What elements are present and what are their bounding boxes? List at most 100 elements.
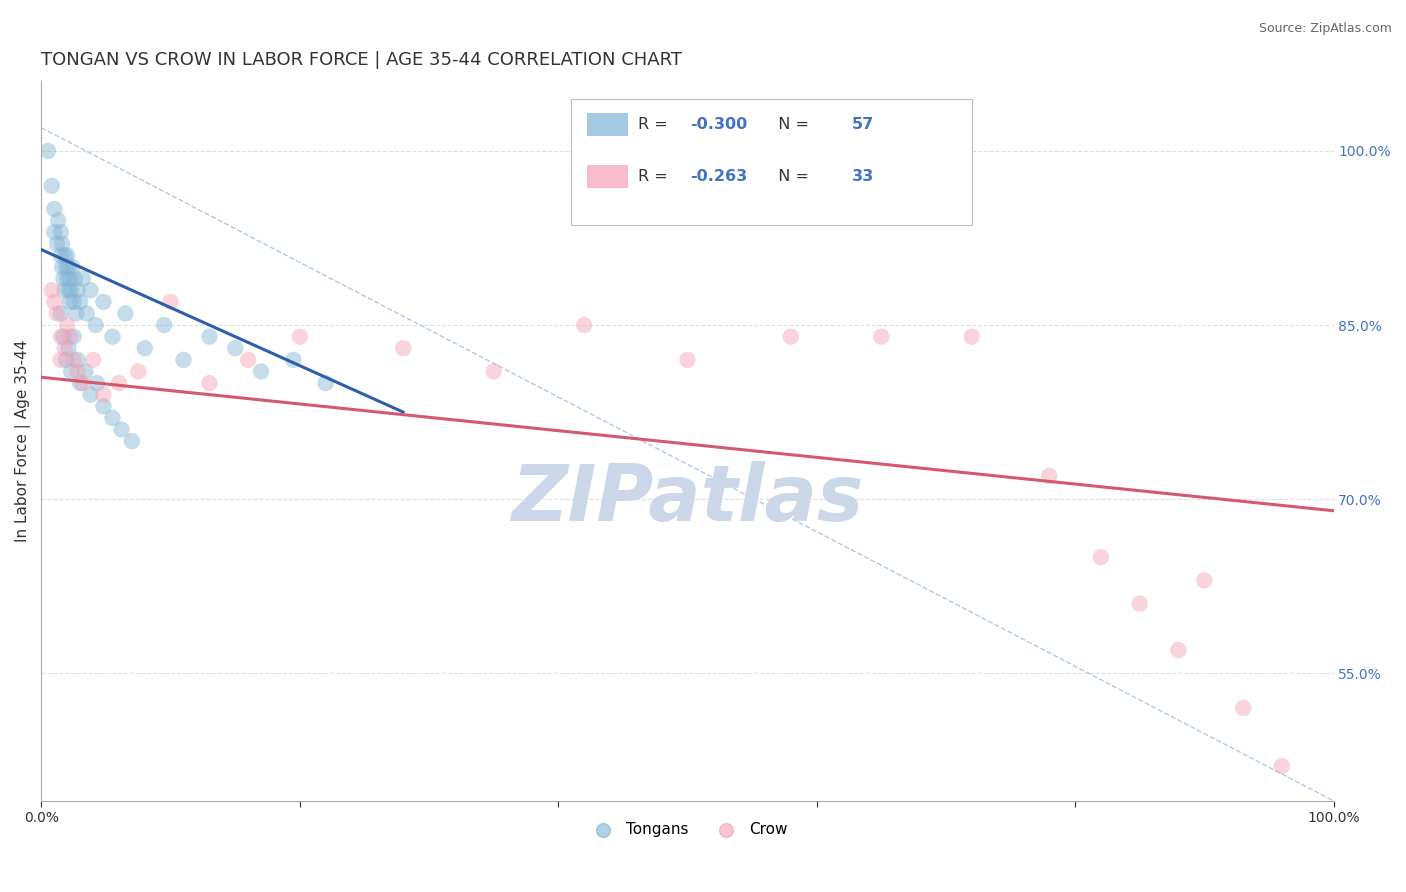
Point [66, 364, 89, 378]
Point [1167, 643, 1189, 657]
FancyBboxPatch shape [586, 165, 628, 188]
FancyBboxPatch shape [571, 99, 972, 225]
Point [392, 341, 415, 355]
Point [49, 225, 72, 239]
Point [46, 213, 69, 227]
Point [55, 260, 77, 274]
Point [779, 329, 801, 343]
Y-axis label: In Labor Force | Age 35-44: In Labor Force | Age 35-44 [15, 340, 31, 542]
Point [69, 294, 91, 309]
Point [44, 294, 66, 309]
Point [72, 271, 94, 285]
Point [56, 248, 79, 262]
Point [51, 260, 73, 274]
Point [59, 329, 82, 343]
Point [1090, 550, 1112, 565]
FancyBboxPatch shape [586, 113, 628, 136]
Text: Source: ZipAtlas.com: Source: ZipAtlas.com [1258, 22, 1392, 36]
Point [49, 352, 72, 367]
Point [53, 283, 76, 297]
Point [79, 387, 101, 401]
Point [60, 364, 83, 378]
Point [58, 341, 80, 355]
Point [1271, 759, 1294, 773]
Point [58, 283, 80, 297]
Point [75, 364, 97, 378]
Point [60, 283, 83, 297]
Point [66, 352, 89, 367]
Point [224, 341, 246, 355]
Point [53, 248, 76, 262]
Point [56, 271, 79, 285]
Legend: Tongans, Crow: Tongans, Crow [581, 816, 794, 844]
Point [45, 306, 67, 320]
Point [101, 329, 124, 343]
Point [127, 364, 149, 378]
Point [76, 306, 98, 320]
Point [960, 329, 983, 343]
Point [676, 352, 699, 367]
Point [283, 352, 305, 367]
Point [1232, 701, 1254, 715]
Point [49, 329, 72, 343]
Text: R =: R = [638, 169, 673, 184]
Point [52, 329, 75, 343]
Point [58, 260, 80, 274]
Point [62, 329, 84, 343]
Point [93, 387, 115, 401]
Point [153, 318, 176, 332]
Point [482, 364, 505, 378]
Point [56, 318, 79, 332]
Point [198, 329, 221, 343]
Point [1194, 574, 1216, 588]
Point [108, 376, 131, 390]
Point [173, 352, 195, 367]
Point [101, 411, 124, 425]
Point [44, 225, 66, 239]
Point [236, 352, 259, 367]
Point [79, 283, 101, 297]
Point [93, 399, 115, 413]
Point [49, 306, 72, 320]
Point [51, 236, 73, 251]
Point [82, 352, 104, 367]
Text: 57: 57 [852, 117, 873, 132]
Point [72, 376, 94, 390]
Point [110, 423, 132, 437]
Point [250, 364, 273, 378]
Point [84, 318, 107, 332]
Point [37, 144, 59, 158]
Point [315, 376, 337, 390]
Point [870, 329, 893, 343]
Point [49, 248, 72, 262]
Point [121, 434, 143, 449]
Point [41, 283, 63, 297]
Text: N =: N = [768, 169, 814, 184]
Point [66, 283, 89, 297]
Point [62, 294, 84, 309]
Point [41, 178, 63, 193]
Text: ZIPatlas: ZIPatlas [512, 460, 863, 537]
Point [1129, 597, 1152, 611]
Point [198, 376, 221, 390]
Point [45, 236, 67, 251]
Point [63, 271, 86, 285]
Text: -0.263: -0.263 [690, 169, 748, 184]
Point [159, 294, 181, 309]
Text: R =: R = [638, 117, 673, 132]
Point [55, 352, 77, 367]
Text: -0.300: -0.300 [690, 117, 748, 132]
Point [65, 306, 87, 320]
Point [59, 271, 82, 285]
Point [53, 341, 76, 355]
Point [114, 306, 136, 320]
Text: TONGAN VS CROW IN LABOR FORCE | AGE 35-44 CORRELATION CHART: TONGAN VS CROW IN LABOR FORCE | AGE 35-4… [41, 51, 682, 69]
Point [44, 202, 66, 216]
Text: 33: 33 [852, 169, 873, 184]
Text: N =: N = [768, 117, 814, 132]
Point [93, 294, 115, 309]
Point [134, 341, 156, 355]
Point [288, 329, 311, 343]
Point [52, 271, 75, 285]
Point [62, 260, 84, 274]
